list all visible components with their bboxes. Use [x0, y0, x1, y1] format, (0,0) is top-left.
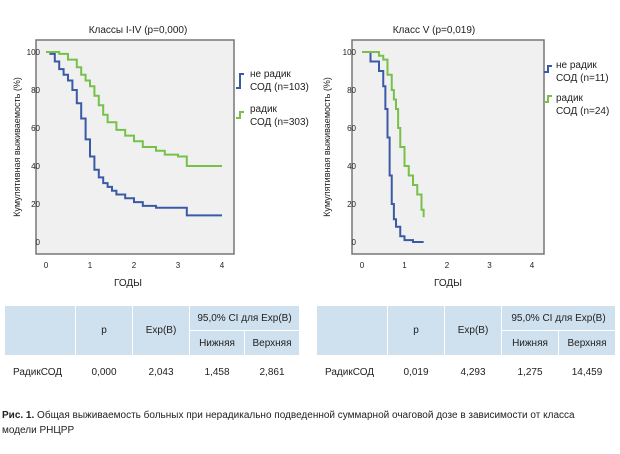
- legend-label: не радик СОД (n=103): [250, 69, 309, 93]
- legend: не радик СОД (n=11) радик СОД (n=24): [544, 60, 609, 117]
- legend-swatch-radical: [544, 95, 552, 103]
- header-upper: Верхняя: [244, 330, 300, 356]
- stats-table-right: p Exp(B) 95,0% CI для Exp(B) Нижняя Верх…: [316, 305, 616, 390]
- y-tick-label: 60: [347, 124, 356, 133]
- chart-class-5: Класс V (p=0,019) 0 20 40 60 80 100 0 1 2 3 4 Кум…: [322, 25, 609, 289]
- y-ticks: 0 20 40 60 80 100: [27, 48, 41, 247]
- series-line-non-radical: [362, 51, 424, 243]
- y-tick-label: 0: [352, 238, 357, 247]
- row-label: РадикСОД: [4, 355, 76, 390]
- header-p: p: [387, 305, 445, 356]
- header-blank: [316, 305, 388, 356]
- series-lines: [46, 51, 222, 217]
- header-lower: Нижняя: [189, 330, 245, 356]
- legend-label: радик СОД (n=303): [250, 104, 309, 128]
- header-lower: Нижняя: [501, 330, 559, 356]
- plot-area: [351, 39, 545, 255]
- y-tick-label: 20: [31, 200, 40, 209]
- legend-line-2: СОД (n=303): [250, 117, 309, 128]
- stats-table-left: p Exp(B) 95,0% CI для Exp(B) Нижняя Верх…: [4, 305, 300, 390]
- x-tick-label: 1: [88, 261, 93, 270]
- x-axis-label: ГОДЫ: [114, 278, 142, 289]
- y-ticks: 0 20 40 60 80 100: [343, 48, 357, 247]
- figure-caption: Рис. 1. Общая выживаемость больных при н…: [2, 408, 602, 438]
- series-line-radical: [362, 51, 425, 218]
- y-tick-label: 40: [31, 162, 40, 171]
- legend-line-1: радик: [556, 93, 584, 104]
- chart-title: Классы I-IV (p=0,000): [89, 25, 188, 36]
- legend-label: радик СОД (n=24): [556, 93, 609, 117]
- y-axis-label: Кумулятивная выживаемость (%): [12, 77, 22, 217]
- series-line-radical: [46, 51, 222, 167]
- legend-line-2: СОД (n=11): [556, 73, 609, 84]
- series-lines: [362, 51, 425, 243]
- y-tick-label: 80: [347, 86, 356, 95]
- x-tick-label: 4: [220, 261, 225, 270]
- caption-label: Рис. 1.: [2, 410, 35, 421]
- x-axis-label: ГОДЫ: [434, 278, 462, 289]
- legend-swatch-non-radical: [236, 73, 244, 89]
- header-exp: Exp(B): [132, 305, 190, 356]
- legend-line-1: радик: [250, 104, 278, 115]
- x-tick-label: 3: [176, 261, 181, 270]
- legend-line-2: СОД (n=103): [250, 82, 309, 93]
- x-tick-label: 3: [487, 261, 492, 270]
- header-ci: 95,0% CI для Exp(B): [501, 305, 616, 331]
- y-tick-label: 0: [36, 238, 41, 247]
- cell-upper: 14,459: [558, 355, 616, 390]
- cell-lower: 1,458: [189, 355, 245, 390]
- y-tick-label: 60: [31, 124, 40, 133]
- x-tick-label: 1: [402, 261, 407, 270]
- legend-swatch-radical: [236, 111, 244, 119]
- y-axis-label: Кумулятивная выживаемость (%): [322, 77, 332, 217]
- cell-upper: 2,861: [244, 355, 300, 390]
- chart-title: Класс V (p=0,019): [393, 25, 476, 36]
- header-p: p: [75, 305, 133, 356]
- x-tick-label: 2: [132, 261, 137, 270]
- legend-line-1: не радик: [556, 60, 597, 71]
- legend-line-1: не радик: [250, 69, 291, 80]
- header-ci: 95,0% CI для Exp(B): [189, 305, 300, 331]
- cell-p: 0,000: [75, 355, 133, 390]
- plot-area: [35, 39, 235, 255]
- x-ticks: 0 1 2 3 4: [360, 261, 535, 270]
- y-tick-label: 100: [27, 48, 41, 57]
- x-tick-label: 0: [44, 261, 49, 270]
- cell-lower: 1,275: [501, 355, 559, 390]
- legend-line-2: СОД (n=24): [556, 106, 609, 117]
- chart-classes-1-4: Классы I-IV (p=0,000) 0 20 40 60 80 100 0 1 2 3 4…: [12, 25, 309, 289]
- y-tick-label: 40: [347, 162, 356, 171]
- row-label: РадикСОД: [316, 355, 388, 390]
- x-tick-label: 0: [360, 261, 365, 270]
- legend-label: не радик СОД (n=11): [556, 60, 609, 84]
- y-tick-label: 20: [347, 200, 356, 209]
- x-tick-label: 2: [445, 261, 450, 270]
- y-tick-label: 100: [343, 48, 357, 57]
- series-line-non-radical: [46, 51, 222, 217]
- header-blank: [4, 305, 76, 356]
- header-exp: Exp(B): [444, 305, 502, 356]
- caption-text: Общая выживаемость больных при нерадикал…: [2, 410, 575, 436]
- header-upper: Верхняя: [558, 330, 616, 356]
- x-tick-label: 4: [530, 261, 535, 270]
- y-tick-label: 80: [31, 86, 40, 95]
- cell-exp: 4,293: [444, 355, 502, 390]
- legend: не радик СОД (n=103) радик СОД (n=303): [236, 69, 309, 128]
- legend-swatch-non-radical: [544, 65, 552, 73]
- cell-p: 0,019: [387, 355, 445, 390]
- x-ticks: 0 1 2 3 4: [44, 261, 225, 270]
- cell-exp: 2,043: [132, 355, 190, 390]
